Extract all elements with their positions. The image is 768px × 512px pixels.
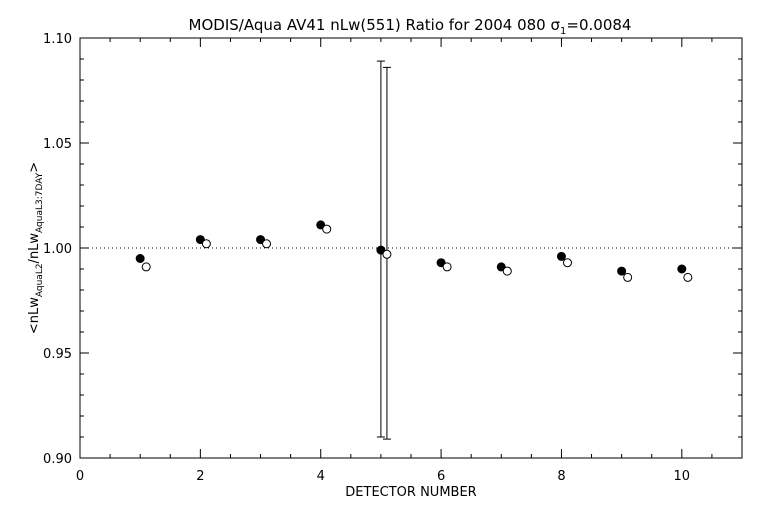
- y-label-sub1: AquaL2: [35, 263, 45, 297]
- filled-data-point: [617, 266, 627, 276]
- open-data-point: [623, 272, 633, 282]
- plot-frame: [79, 37, 743, 459]
- y-tick-label: 0.95: [43, 347, 72, 362]
- x-tick-label: 2: [196, 469, 204, 484]
- x-tick-label: 6: [437, 469, 445, 484]
- data-points: [135, 220, 693, 282]
- filled-data-point: [256, 235, 266, 245]
- filled-data-point: [195, 235, 205, 245]
- y-label-mid: /nLw: [27, 233, 42, 264]
- x-axis-label: DETECTOR NUMBER: [345, 485, 476, 500]
- y-label-open: <nLw: [27, 297, 42, 334]
- open-data-point: [262, 239, 272, 249]
- open-data-point: [322, 224, 332, 234]
- y-axis-label: <nLwAquaL2/nLwAquaL3:7DAY>: [27, 162, 45, 334]
- y-tick-label: 1.00: [43, 242, 72, 257]
- x-tick-label: 4: [317, 469, 325, 484]
- open-data-point: [201, 239, 211, 249]
- y-label-sub2: AquaL3:7DAY: [35, 172, 45, 233]
- y-label-close: >: [27, 162, 42, 173]
- filled-data-point: [496, 262, 506, 272]
- open-data-point: [683, 272, 693, 282]
- filled-data-point: [316, 220, 326, 230]
- chart-title: MODIS/Aqua AV41 nLw(551) Ratio for 2004 …: [189, 16, 632, 37]
- x-tick-label: 8: [557, 469, 565, 484]
- y-tick-label: 1.10: [43, 32, 72, 47]
- open-data-point: [382, 249, 392, 259]
- open-data-point: [562, 258, 572, 268]
- x-tick-label: 0: [76, 469, 84, 484]
- open-data-point: [502, 266, 512, 276]
- y-tick-label: 0.90: [43, 452, 72, 467]
- open-data-point: [442, 262, 452, 272]
- chart-title-subscript: 1: [560, 26, 566, 37]
- open-data-point: [141, 262, 151, 272]
- filled-data-point: [677, 264, 687, 274]
- filled-data-point: [376, 245, 386, 255]
- filled-data-point: [556, 251, 566, 261]
- x-axis-ticks: 0 2 4 6 8 10: [76, 38, 743, 484]
- y-axis-ticks: 0.90 0.95 1.00 1.05 1.10: [43, 32, 742, 467]
- chart-title-tail: =0.0084: [566, 16, 631, 34]
- filled-data-point: [436, 258, 446, 268]
- y-tick-label: 1.05: [43, 137, 72, 152]
- x-tick-label: 10: [674, 469, 691, 484]
- filled-data-point: [135, 254, 145, 263]
- chart-title-main: MODIS/Aqua AV41 nLw(551) Ratio for 2004 …: [189, 16, 561, 34]
